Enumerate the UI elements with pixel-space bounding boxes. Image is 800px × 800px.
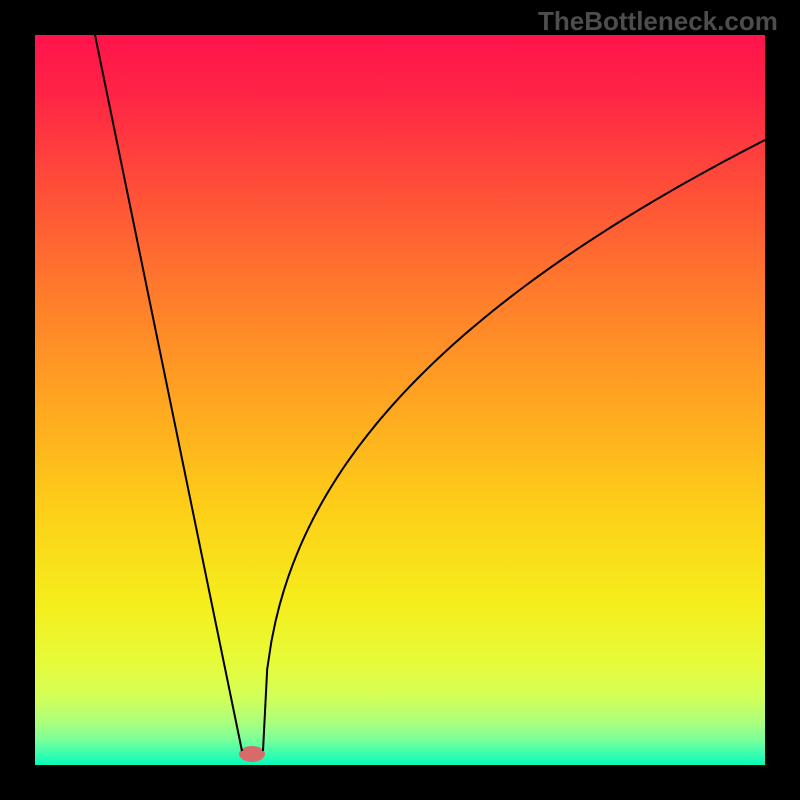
bottleneck-marker [239,746,265,762]
plot-area [35,35,765,765]
chart-canvas [0,0,800,800]
watermark-text: TheBottleneck.com [538,6,778,37]
